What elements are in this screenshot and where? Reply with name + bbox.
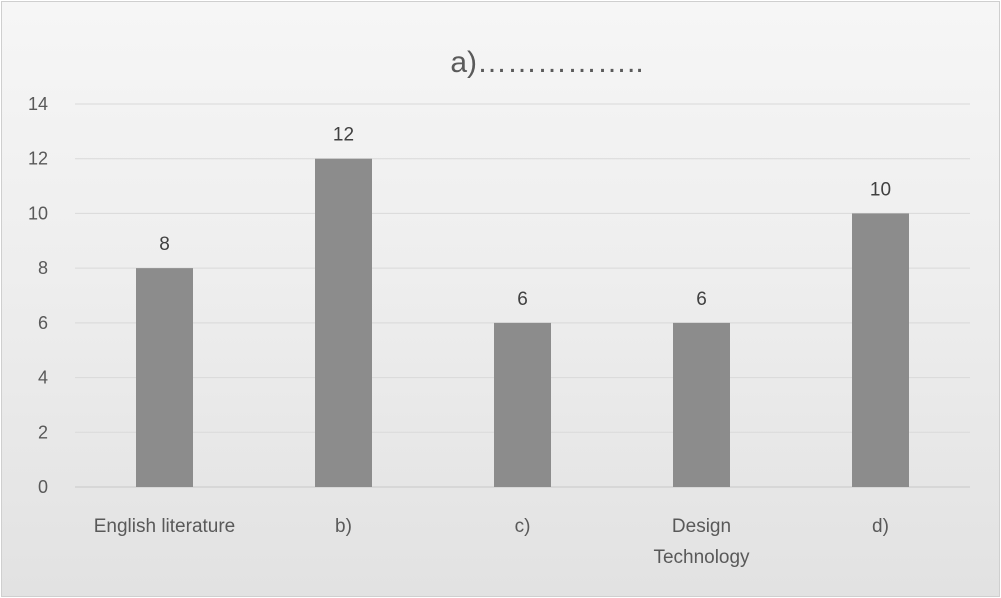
- gridlines: [75, 103, 970, 488]
- category-labels: English literature b) c) Design Technology d): [94, 516, 889, 568]
- bars: [136, 158, 909, 487]
- y-tick-label: 0: [38, 477, 48, 497]
- y-tick-label: 10: [28, 203, 48, 223]
- data-label: 10: [870, 179, 891, 200]
- data-label: 12: [333, 125, 354, 146]
- bar: [673, 322, 730, 487]
- bar: [136, 268, 193, 487]
- bar: [315, 158, 372, 487]
- category-label: English literature: [94, 516, 236, 537]
- category-label: d): [872, 516, 889, 537]
- y-tick-label: 2: [38, 422, 48, 442]
- category-label: Technology: [653, 547, 750, 568]
- data-label: 6: [517, 289, 528, 310]
- data-label: 8: [159, 234, 170, 255]
- bar: [852, 213, 909, 487]
- y-axis-tick-labels: 0 2 4 6 8 10 12 14: [28, 94, 48, 497]
- data-label: 6: [696, 289, 707, 310]
- category-label: Design: [672, 516, 731, 537]
- category-label: c): [515, 516, 531, 537]
- y-tick-label: 6: [38, 313, 48, 333]
- y-tick-label: 8: [38, 258, 48, 278]
- data-labels: 8 12 6 6 10: [159, 125, 891, 310]
- chart-title: a)……………..: [450, 46, 643, 79]
- y-tick-label: 14: [28, 94, 48, 114]
- y-tick-label: 4: [38, 368, 48, 388]
- category-label: b): [335, 516, 352, 537]
- bar: [494, 322, 551, 487]
- y-tick-label: 12: [28, 149, 48, 169]
